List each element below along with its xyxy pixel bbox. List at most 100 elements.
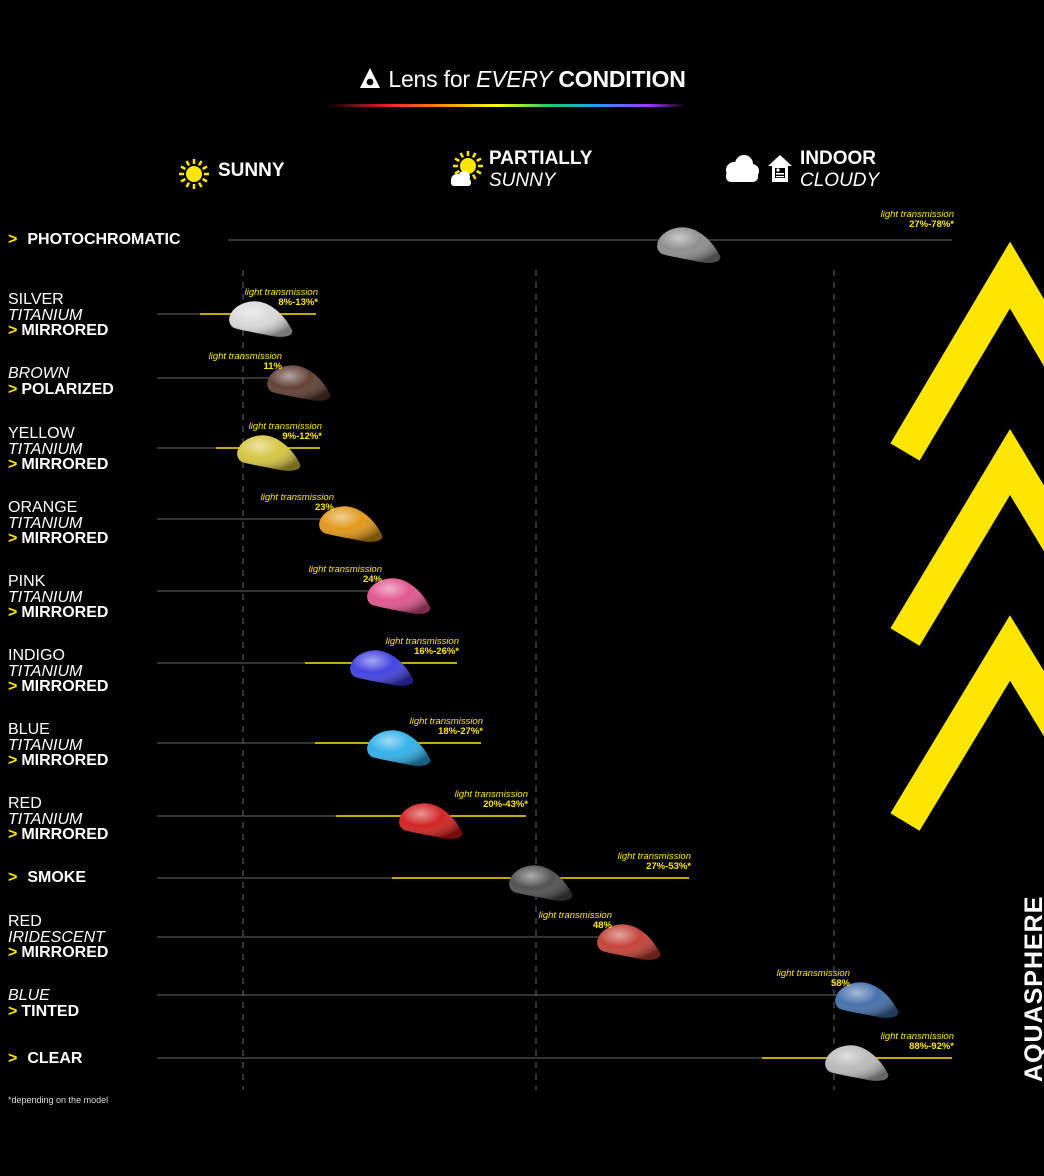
light-transmission-caption: light transmission [454,789,528,800]
sun-cloud-icon [448,150,484,193]
lens-row [157,865,689,901]
lens-label-line: RED [8,913,42,930]
chevron-right-icon: > [8,604,18,621]
light-transmission-value: 11% [263,361,283,372]
lens-label: > CLEAR [8,1051,82,1067]
lens-highlight [267,365,331,401]
lens-label: > PHOTOCHROMATIC [8,232,181,248]
lens-label-line: MIRRORED [21,826,109,843]
condition-label: INDOOR CLOUDY [800,148,879,192]
light-transmission-label: light transmission 8%-13%* [245,288,318,308]
lens-highlight [229,301,293,337]
lens-label-line: RED [8,795,42,812]
lens-highlight [835,982,899,1018]
chevron-right-icon: > [8,752,18,769]
chevron-right-icon: > [8,530,18,547]
lens-label-line: MIRRORED [21,944,109,961]
light-transmission-caption: light transmission [617,851,691,862]
chevron-icon [890,615,1044,831]
light-transmission-label: light transmission 24% [309,565,382,585]
condition-title: SUNNY [218,160,285,181]
light-transmission-label: light transmission 27%-78%* [881,210,954,230]
lens-row [157,1045,952,1081]
light-transmission-label: light transmission 58% [777,969,850,989]
title-pre: Lens for [388,66,477,92]
lens-highlight [237,435,301,471]
lens-label-line: INDIGO [8,647,65,664]
light-transmission-caption: light transmission [385,636,459,647]
rainbow-underline [325,104,685,107]
light-transmission-label: light transmission 11% [209,352,282,372]
light-transmission-caption: light transmission [248,421,322,432]
lens-label: INDIGO TITANIUM > MIRRORED [8,648,108,695]
lens-label: BLUE TITANIUM > MIRRORED [8,722,108,769]
lens-label: SILVER TITANIUM > MIRRORED [8,292,108,339]
lens-label-line: TITANIUM [8,736,83,754]
condition-title: INDOOR [800,148,876,169]
sun-icon [178,158,210,195]
lens-label-line: BLUE [8,721,50,738]
lens-label-line: TINTED [21,1002,80,1020]
lens-label: BLUE > TINTED [8,987,80,1020]
chevron-icon [890,241,1044,461]
light-transmission-caption: light transmission [308,564,382,575]
footnote: *depending on the model [8,1095,109,1105]
light-transmission-value: 23% [314,502,334,513]
lens-row [228,227,952,263]
light-transmission-caption: light transmission [260,492,334,503]
lens-rows [157,227,952,1081]
light-transmission-value: 24% [362,574,382,585]
lens-highlight [319,506,383,542]
lens-label-line: BLUE [8,987,50,1004]
light-transmission-label: light transmission 48% [539,911,612,931]
condition-guides [242,270,835,1090]
lens-label-line: PINK [8,573,46,590]
lens-row [157,435,320,471]
lens-label: PINK TITANIUM > MIRRORED [8,574,108,621]
lens-highlight [825,1045,889,1081]
lens-label-line: TITANIUM [8,440,83,458]
lens-label-line: MIRRORED [21,678,109,695]
lens-label-line: TITANIUM [8,810,83,828]
light-transmission-caption: light transmission [880,1031,954,1042]
lens-label: BROWN > POLARIZED [8,366,114,398]
chevron-right-icon: > [8,322,18,339]
lens-row [157,301,316,337]
light-transmission-value: 18%-27%* [438,726,483,737]
lens-label-line: MIRRORED [21,322,109,339]
lens-label-line: PHOTOCHROMATIC [27,231,181,248]
lens-row [157,924,661,960]
condition-label: SUNNY [218,160,285,182]
light-transmission-value: 8%-13%* [278,297,318,308]
chevron-right-icon: > [8,869,18,886]
title-strong: CONDITION [558,66,686,92]
light-transmission-value: 20%-43%* [483,799,528,810]
light-transmission-label: light transmission 88%-92%* [881,1032,954,1052]
chevron-decoration [890,241,1044,831]
lens-highlight [350,650,414,686]
lens-label-line: SILVER [8,291,64,308]
title-emphasis: EVERY [476,66,553,92]
condition-subtitle: CLOUDY [800,170,880,191]
lens-label-line: TITANIUM [8,588,83,606]
lens-label-line: MIRRORED [21,530,109,547]
chevron-right-icon: > [8,1002,18,1020]
lens-highlight [367,578,431,614]
light-transmission-caption: light transmission [776,968,850,979]
chevron-right-icon: > [8,1050,18,1067]
chevron-right-icon: > [8,456,18,473]
chevron-right-icon: > [8,944,18,961]
lens-label-line: TITANIUM [8,514,83,532]
light-transmission-value: 16%-26%* [414,646,459,657]
lens-row [157,730,481,766]
brand-wordmark: AQUASPHERE [1020,895,1044,1082]
lens-label: > SMOKE [8,870,86,886]
lens-label-line: YELLOW [8,425,75,442]
condition-label: PARTIALLY SUNNY [489,148,592,192]
chevron-right-icon: > [8,380,18,398]
aquasphere-logo-icon [358,66,382,96]
lens-row [157,803,526,839]
light-transmission-value: 58% [830,978,850,989]
chevron-right-icon: > [8,826,18,843]
